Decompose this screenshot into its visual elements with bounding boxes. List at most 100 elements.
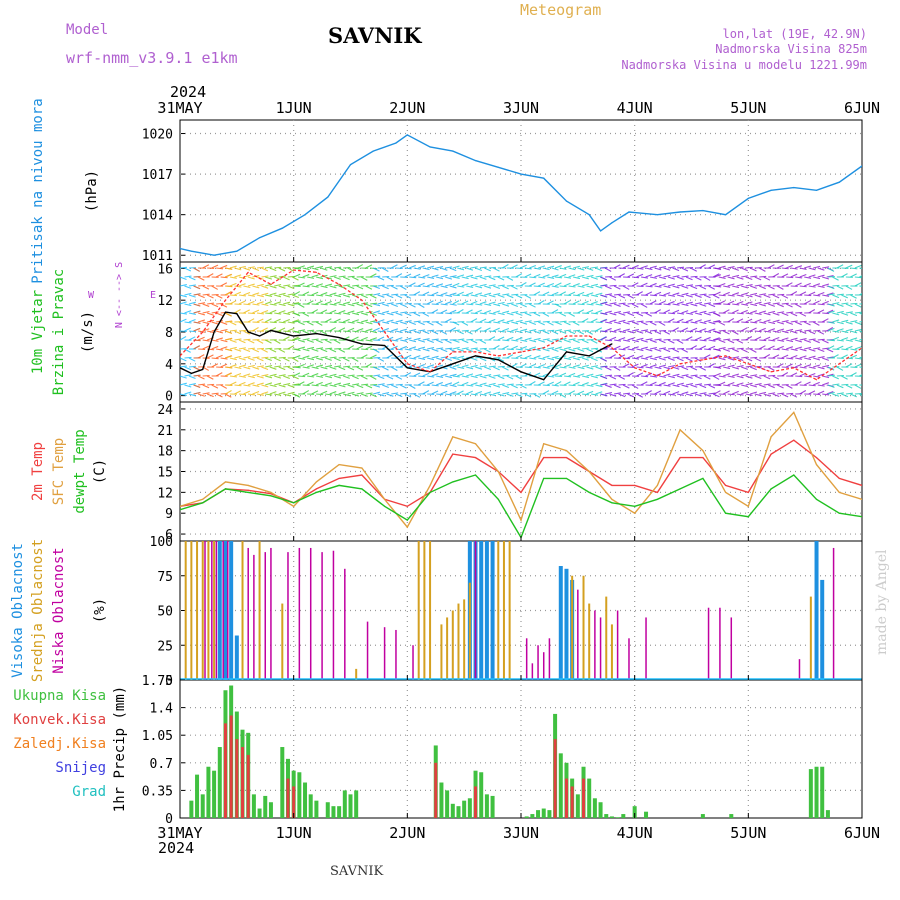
wind-barb	[667, 276, 675, 280]
wind-barb	[333, 357, 341, 362]
wind-barb	[511, 285, 518, 290]
wind-barb	[741, 321, 749, 324]
wind-barb	[781, 330, 789, 334]
wind-barb	[609, 330, 617, 333]
wind-barb	[781, 348, 789, 351]
wind-barb	[627, 354, 635, 359]
wind-barb	[427, 339, 434, 343]
wind-barb	[524, 273, 532, 278]
wind-barb	[444, 339, 452, 344]
bar	[558, 566, 563, 680]
wind-barb	[732, 285, 740, 289]
wind-barb	[750, 366, 757, 371]
wind-barb	[822, 283, 830, 287]
wind-barb	[713, 390, 721, 395]
wind-barb	[234, 291, 242, 296]
wind-barb	[622, 264, 630, 269]
wind-barb	[690, 327, 698, 332]
wind-barb	[786, 264, 793, 269]
wind-barb	[511, 303, 519, 308]
bar	[564, 778, 568, 818]
wind-barb	[547, 364, 555, 368]
wind-barb	[377, 319, 385, 323]
data-point	[702, 450, 704, 452]
wind-barb	[234, 309, 241, 314]
wind-barb	[391, 303, 398, 307]
wind-barb	[215, 354, 223, 359]
wind-barb	[745, 312, 753, 315]
data-point	[180, 509, 181, 511]
bar	[297, 772, 302, 818]
wind-barb	[287, 293, 295, 296]
data-point	[611, 343, 613, 345]
wind-barb	[445, 375, 453, 379]
wind-barb	[836, 264, 844, 269]
wind-barb	[413, 348, 421, 352]
wind-barb	[529, 357, 537, 360]
wind-barb	[369, 375, 377, 380]
wind-barb	[238, 381, 246, 386]
wind-barb	[243, 373, 251, 377]
wind-barb	[551, 274, 559, 278]
wind-barb	[470, 382, 478, 386]
wind-barb	[493, 267, 500, 272]
wind-barb	[320, 366, 328, 370]
wind-barb	[763, 375, 771, 380]
wind-barb	[663, 274, 671, 278]
wind-barb	[417, 303, 425, 308]
data-point	[474, 457, 477, 459]
wind-barb	[586, 292, 594, 296]
bar	[217, 541, 222, 680]
wind-barb	[723, 274, 731, 278]
data-point	[497, 166, 499, 168]
wind-barb	[554, 329, 563, 332]
wind-barb	[320, 338, 328, 341]
data-point	[725, 512, 727, 514]
data-point	[565, 477, 568, 480]
wind-barb	[750, 310, 758, 314]
wind-barb	[506, 276, 514, 281]
wind-barb	[440, 384, 448, 387]
wind-barb	[247, 375, 255, 379]
wind-barb	[261, 348, 268, 353]
wind-barb	[727, 339, 735, 344]
wind-barb	[845, 384, 853, 389]
wind-barb	[658, 347, 667, 350]
wind-east-label: E	[150, 290, 156, 301]
wind-barb	[759, 285, 766, 290]
wind-barb	[813, 339, 820, 344]
wind-barb	[475, 303, 483, 306]
wind-barb	[827, 293, 835, 296]
wind-barb	[681, 366, 689, 371]
wind-barb	[741, 267, 748, 272]
wind-barb	[645, 348, 653, 352]
wind-barb	[804, 329, 812, 332]
wind-barb	[529, 303, 536, 308]
wind-barb	[740, 348, 748, 353]
wind-barb	[325, 266, 333, 269]
wind-barb	[440, 348, 448, 353]
wind-barb	[274, 382, 282, 386]
bar	[241, 747, 245, 818]
wind-barb	[479, 283, 487, 287]
y-tick-label: 18	[157, 445, 173, 460]
wind-barb	[360, 336, 368, 341]
wind-barb	[827, 310, 835, 314]
wind-barb	[586, 356, 594, 359]
wind-barb	[794, 303, 802, 308]
bar	[605, 596, 608, 680]
wind-barb	[699, 339, 707, 342]
wind-barb	[435, 321, 443, 326]
wind-barb	[786, 328, 794, 332]
wind-barb	[431, 373, 439, 377]
wind-barb	[334, 375, 342, 379]
wind-barb	[395, 294, 403, 299]
wind-barb	[243, 366, 251, 370]
wind-barb	[193, 321, 201, 324]
wind-barb	[347, 374, 355, 377]
wind-barb	[827, 374, 835, 377]
wind-barb	[202, 345, 210, 350]
wind-barb	[475, 292, 483, 296]
wind-direction-glyph: N <-- --> S	[114, 262, 125, 328]
wind-barb	[193, 384, 201, 388]
